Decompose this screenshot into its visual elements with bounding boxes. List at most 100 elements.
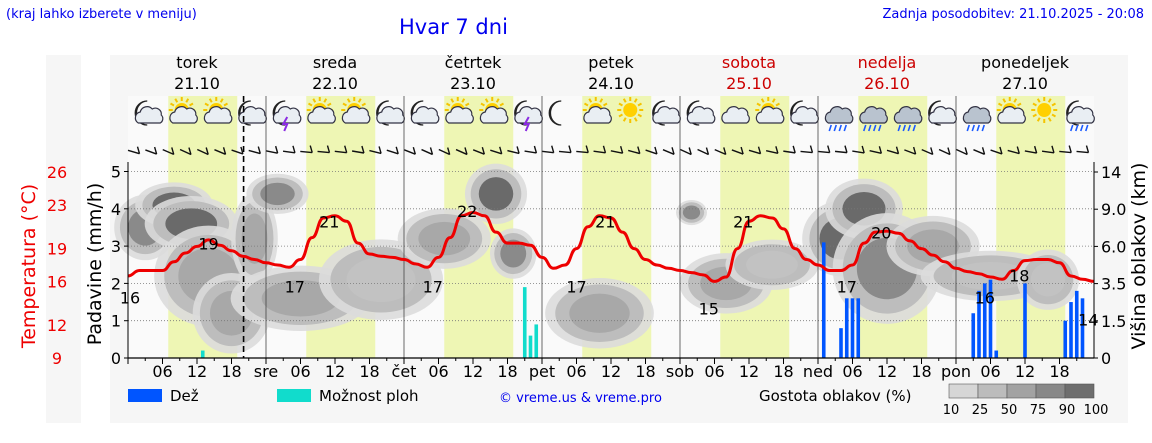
temperature-label: 16 — [975, 288, 995, 307]
temperature-label: 17 — [566, 277, 586, 296]
moon-cloud-icon — [134, 100, 164, 126]
hour-label: 12 — [877, 362, 897, 381]
region-hint: (kraj lahko izberete v meniju) — [6, 7, 197, 22]
density-swatch — [1006, 383, 1037, 399]
rain-bar — [856, 298, 861, 358]
wind-barb — [800, 145, 814, 154]
legend: Dež Možnost ploh © vreme.us & vreme.pro … — [128, 383, 1108, 418]
day-short-label: sre — [254, 362, 278, 381]
cloud-tick-label: 9.0 — [1101, 200, 1126, 219]
temperature-label: 17 — [423, 277, 443, 296]
cloud-core — [346, 257, 416, 303]
cloud-core — [682, 205, 701, 220]
wind-barb — [714, 147, 727, 156]
left-axis-panel — [46, 55, 81, 423]
precip-tick-label: 4 — [111, 200, 121, 219]
wind-barb — [748, 146, 762, 155]
wind-barb — [197, 147, 209, 156]
precip-tick-label: 5 — [111, 163, 121, 182]
wind-barb — [817, 145, 831, 154]
hour-label: 18 — [497, 362, 517, 381]
sun-icon — [617, 97, 644, 123]
wind-barb — [438, 147, 451, 156]
wind-barb — [472, 147, 486, 155]
wind-barb — [662, 147, 675, 155]
temperature-tick-label: 19 — [47, 240, 67, 259]
wind-barb — [179, 147, 192, 156]
hour-label: 18 — [911, 362, 931, 381]
shower-bar — [200, 350, 205, 358]
precip-tick-label: 1 — [111, 312, 121, 331]
cloud-core — [569, 293, 630, 333]
hour-label: 18 — [635, 362, 655, 381]
wind-barb — [282, 145, 296, 154]
temperature-label: 14 — [1078, 310, 1098, 329]
moon-thunder-icon — [272, 100, 302, 132]
wind-barb — [956, 147, 968, 156]
cloud-core — [260, 182, 295, 206]
legend-showers-label: Možnost ploh — [319, 387, 419, 405]
hour-label: 12 — [739, 362, 759, 381]
density-step-label: 90 — [1059, 403, 1076, 418]
legend-cloud-density-label: Gostota oblakov (%) — [759, 387, 912, 405]
precip-tick-label: 2 — [111, 274, 121, 293]
temperature-label: 21 — [733, 213, 753, 232]
rain-bar — [839, 328, 843, 358]
hour-label: 18 — [773, 362, 793, 381]
rain-bar — [1023, 283, 1027, 358]
cloud-tick-label: 6.0 — [1101, 237, 1126, 256]
rain-bar — [1074, 290, 1079, 358]
day-date: 25.10 — [726, 74, 772, 93]
wind-barb — [351, 145, 365, 154]
hour-label: 12 — [325, 362, 345, 381]
hour-label: 18 — [221, 362, 241, 381]
cloud-core — [1030, 262, 1066, 297]
temperature-label: 18 — [1009, 267, 1029, 286]
temperature-label: 21 — [319, 213, 339, 232]
density-step-label: 75 — [1030, 403, 1047, 418]
wind-barb — [403, 147, 417, 155]
temperature-axis-title: Temperatura (°C) — [18, 184, 40, 349]
temperature-label: 17 — [837, 277, 857, 296]
wind-barb — [507, 146, 520, 155]
density-swatch — [977, 383, 1008, 399]
sun-cloud-icon — [582, 97, 612, 124]
wind-barb — [731, 146, 744, 155]
rain-bar — [1080, 298, 1085, 358]
rain-bar — [971, 313, 976, 358]
day-name: ponedeljek — [981, 53, 1070, 72]
hour-label: 12 — [601, 362, 621, 381]
hour-label: 06 — [980, 362, 1000, 381]
sun-cloud-icon — [755, 97, 785, 124]
precip-axis-title: Padavine (mm/h) — [84, 183, 106, 346]
moon-cloud-icon — [790, 100, 819, 126]
rain-bar — [821, 242, 826, 358]
temperature-tick-label: 23 — [47, 196, 67, 215]
wind-barb — [541, 145, 555, 154]
wind-barb — [1076, 145, 1090, 154]
legend-rain-label: Dež — [170, 387, 199, 405]
wind-barb — [558, 145, 572, 154]
wind-barb — [765, 146, 779, 154]
sun-cloud-icon — [996, 97, 1026, 124]
day-date: 24.10 — [588, 74, 634, 93]
credit-link[interactable]: © vreme.us & vreme.pro — [499, 391, 662, 406]
moon-cloud-icon — [652, 100, 681, 126]
cloud-core — [261, 280, 340, 317]
rain-bar — [850, 298, 855, 358]
moon-cloud-icon — [410, 100, 440, 126]
rain-cloud-icon — [824, 106, 854, 132]
wind-barb — [300, 145, 313, 154]
rain-cloud-icon — [893, 106, 923, 132]
axes: 01234501.53.56.09.01491216192326Temperat… — [18, 162, 1150, 381]
rain-bar — [1063, 320, 1068, 358]
temperature-label: 17 — [285, 277, 305, 296]
precip-tick-label: 0 — [111, 349, 121, 368]
day-name: petek — [588, 53, 634, 72]
wind-barb — [1059, 145, 1072, 154]
weather-icons — [134, 97, 1095, 132]
hour-label: 06 — [428, 362, 448, 381]
wind-barb — [680, 147, 692, 156]
hour-label: 06 — [152, 362, 172, 381]
